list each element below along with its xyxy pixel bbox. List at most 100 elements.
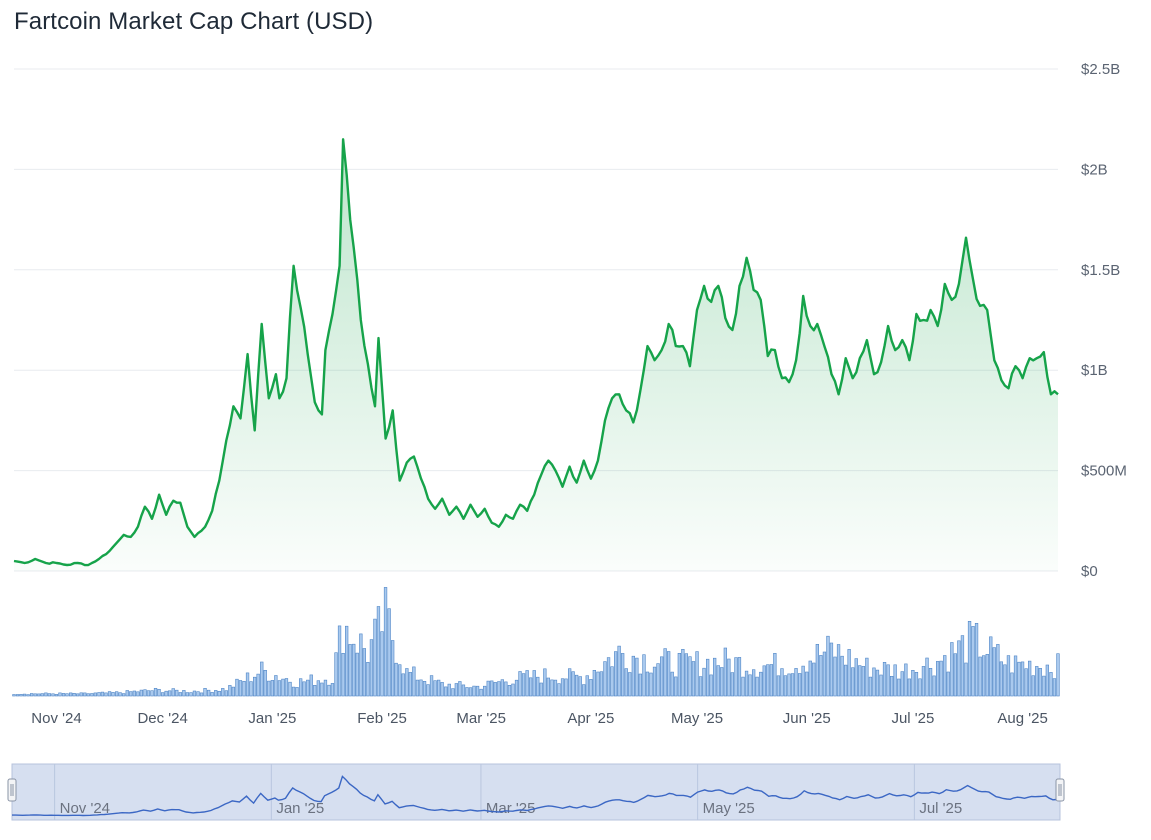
volume-bar [882,661,887,697]
volume-bar [748,674,752,697]
volume-bar [47,693,52,697]
volume-bar [58,692,62,697]
volume-bar [15,694,20,697]
volume-bar [762,665,766,697]
volume-bar [971,626,975,697]
volume-bar [398,664,402,697]
volume-bar [267,680,271,697]
volume-bar [405,668,409,697]
volume-bar [858,665,862,697]
x-tick-label: Jul '25 [891,710,934,727]
volume-bar [93,692,98,697]
volume-bar [610,666,614,697]
volume-bar [812,662,816,697]
volume-bar [553,679,558,697]
volume-bar [143,689,147,697]
volume-bar [582,684,586,697]
volume-bar [316,680,321,697]
volume-bar [497,681,501,697]
volume-bar [649,672,653,697]
volume-bar [897,678,901,697]
range-navigator[interactable]: Nov '24 Jan '25 Mar '25 May '25 Jul '25 [7,763,1065,821]
volume-bar [129,691,133,697]
volume-bar [592,669,597,697]
volume-bar [422,680,427,697]
volume-bar [373,618,377,697]
volume-bar [875,669,880,697]
volume-bar [914,671,919,697]
volume-bar [666,651,671,697]
volume-bar [125,690,129,697]
volume-bar [157,688,161,697]
volume-bar [118,692,122,697]
x-tick-label: Dec '24 [137,710,187,727]
volume-bar [238,680,243,697]
volume-bar [599,671,604,697]
volume-bar [309,674,313,697]
volume-bar [245,672,250,697]
x-tick-label: May '25 [671,710,723,727]
volume-bar [482,685,487,697]
volume-bar [189,692,193,697]
volume-bar [210,692,214,697]
volume-bar [1045,664,1050,697]
navigator-left-handle[interactable] [7,778,17,802]
volume-bar [111,692,115,697]
volume-bar [613,651,618,697]
navigator-right-handle[interactable] [1055,778,1065,802]
volume-bar [536,676,540,697]
volume-bar [1056,653,1060,697]
volume-bar [362,648,367,697]
volume-bar [865,657,869,697]
volume-bar [334,652,338,697]
volume-bar [436,679,441,697]
volume-bar [192,690,197,697]
volume-bar [907,678,912,697]
volume-bar [511,683,515,697]
volume-bar [366,661,370,697]
volume-bar [1049,672,1053,697]
volume-bar [851,667,855,697]
volume-bar [274,675,278,697]
volume-bar [341,652,345,697]
x-tick-label: Aug '25 [997,710,1047,727]
volume-bar [44,692,48,697]
volume-bar [780,668,784,697]
volume-bar [773,652,777,697]
volume-bar [182,690,186,697]
navigator-line [12,775,1061,817]
volume-bar [872,667,876,697]
volume-bar [751,669,756,697]
volume-bar [755,676,759,697]
volume-bar [178,692,183,697]
volume-bar [490,680,494,697]
volume-bar [86,693,90,697]
volume-bar [263,669,267,697]
volume-bar [981,655,986,697]
volume-bar [504,681,508,697]
volume-bar [939,660,943,697]
volume-bar [306,679,310,697]
volume-bar [207,689,211,697]
volume-bar [65,693,69,697]
volume-bar [458,681,462,697]
volume-bar [893,664,897,697]
navigator-label: Jul '25 [919,800,962,817]
volume-bar [475,685,480,697]
volume-bar [1017,661,1021,697]
volume-bar [525,670,529,697]
volume-bar [323,679,328,697]
volume-bar [879,674,883,697]
volume-bar [383,587,388,697]
volume-bar [500,679,505,697]
volume-bar [659,656,664,697]
area-fill [14,139,1058,572]
y-axis-labels: $0 $500M $1B $1.5B $2B $2.5B [1081,61,1127,580]
volume-bar [946,671,950,697]
volume-bar [532,670,536,697]
volume-bar [670,671,674,697]
volume-bar [468,687,473,697]
volume-bar [868,676,873,697]
volume-bar [394,662,398,697]
volume-bar [1031,675,1035,697]
